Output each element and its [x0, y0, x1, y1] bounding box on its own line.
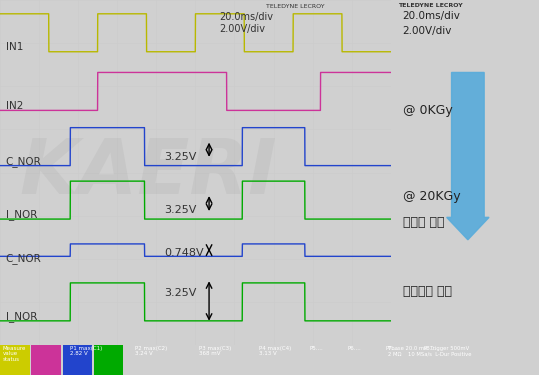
- Text: P1 max(C1)
2.82 V: P1 max(C1) 2.82 V: [70, 346, 102, 356]
- Text: 3.25V: 3.25V: [164, 288, 197, 298]
- Text: P7....: P7....: [385, 346, 399, 351]
- Text: 20.0ms/div: 20.0ms/div: [403, 10, 460, 21]
- Text: TELEDYNE LECROY: TELEDYNE LECROY: [266, 4, 324, 9]
- Text: IN1: IN1: [6, 42, 23, 52]
- Text: IN2: IN2: [6, 101, 23, 111]
- Text: C_NOR: C_NOR: [6, 156, 42, 167]
- Text: 3.25V: 3.25V: [164, 206, 197, 216]
- Bar: [0, 345, 30, 375]
- Text: TELEDYNE LECROY: TELEDYNE LECROY: [398, 3, 463, 9]
- Text: 내방사선 특성: 내방사선 특성: [403, 285, 452, 298]
- Text: 3.25V: 3.25V: [164, 152, 197, 162]
- Text: I_NOR: I_NOR: [6, 210, 37, 220]
- Bar: [63, 345, 92, 375]
- Text: P4 max(C4)
3.13 V: P4 max(C4) 3.13 V: [259, 346, 291, 356]
- Text: @ 20KGy: @ 20KGy: [403, 190, 460, 203]
- Text: 방사선 손상: 방사선 손상: [403, 216, 444, 229]
- Text: P5....: P5....: [310, 346, 324, 351]
- Text: C_NOR: C_NOR: [6, 253, 42, 264]
- Text: P3 max(C3)
368 mV: P3 max(C3) 368 mV: [199, 346, 232, 356]
- Text: 20.0ms/div
2.00V/div: 20.0ms/div 2.00V/div: [219, 12, 273, 34]
- FancyArrow shape: [447, 72, 489, 240]
- Text: 2.00V/div: 2.00V/div: [403, 26, 452, 36]
- Text: P8....: P8....: [423, 346, 437, 351]
- Text: Measure
value
status: Measure value status: [3, 346, 26, 362]
- Bar: [94, 345, 123, 375]
- Text: I_NOR: I_NOR: [6, 311, 37, 322]
- Text: @ 0KGy: @ 0KGy: [403, 104, 452, 117]
- Text: Tbase 20.0 ms  Trigger 500mV
2 MΩ    10 MSa/s  L-Dur Positive: Tbase 20.0 ms Trigger 500mV 2 MΩ 10 MSa/…: [388, 346, 472, 356]
- Text: 0.748V: 0.748V: [164, 248, 204, 258]
- Text: P6....: P6....: [348, 346, 362, 351]
- Bar: [31, 345, 61, 375]
- Text: KAERI: KAERI: [20, 135, 277, 210]
- Text: P2 max(C2)
3.24 V: P2 max(C2) 3.24 V: [135, 346, 167, 356]
